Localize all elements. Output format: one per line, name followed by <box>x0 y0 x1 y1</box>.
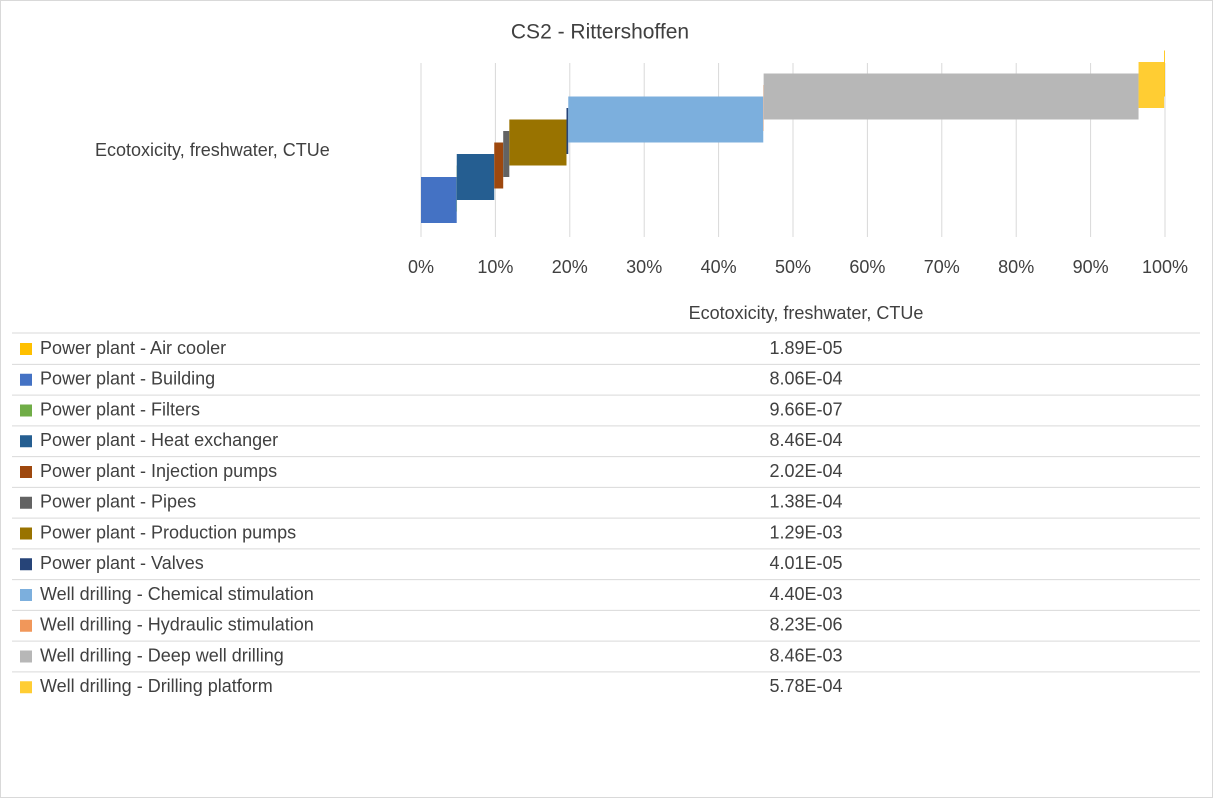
bar <box>503 131 510 177</box>
x-tick-label: 70% <box>924 257 960 277</box>
legend-swatch <box>20 404 32 417</box>
x-tick-label: 20% <box>552 257 588 277</box>
legend-label: Power plant - Heat exchanger <box>40 430 278 450</box>
legend-label: Power plant - Air cooler <box>40 338 226 358</box>
x-tick-label: 50% <box>775 257 811 277</box>
table-value: 4.40E-03 <box>769 584 842 604</box>
legend-swatch <box>20 589 32 601</box>
table-value: 2.02E-04 <box>769 461 842 481</box>
legend-swatch <box>20 527 32 540</box>
legend-label: Power plant - Pipes <box>40 492 196 512</box>
x-tick-label: 40% <box>701 257 737 277</box>
x-tick-label: 80% <box>998 257 1034 277</box>
table-value: 1.38E-04 <box>769 492 842 512</box>
table-value: 9.66E-07 <box>769 399 842 419</box>
legend-swatch <box>20 650 32 663</box>
table-value: 4.01E-05 <box>769 553 842 573</box>
table-value: 8.06E-04 <box>769 369 842 389</box>
legend-label: Power plant - Production pumps <box>40 522 296 542</box>
legend-label: Power plant - Injection pumps <box>40 461 277 481</box>
legend-label: Well drilling - Chemical stimulation <box>40 584 314 604</box>
table-value: 8.23E-06 <box>769 615 842 635</box>
table-value: 1.29E-03 <box>769 522 842 542</box>
table-value: 5.78E-04 <box>769 676 842 696</box>
bar <box>1164 50 1165 97</box>
x-tick-label: 90% <box>1073 257 1109 277</box>
table-value: 8.46E-03 <box>769 645 842 665</box>
bar <box>566 108 569 154</box>
x-tick-label: 0% <box>408 257 434 277</box>
bar <box>568 96 764 143</box>
table-value: 1.89E-05 <box>769 338 842 358</box>
bar <box>494 142 504 189</box>
legend-swatch <box>20 466 32 478</box>
legend-label: Well drilling - Hydraulic stimulation <box>40 615 314 635</box>
bar <box>456 154 495 200</box>
legend-label: Well drilling - Drilling platform <box>40 676 273 696</box>
x-tick-label: 30% <box>626 257 662 277</box>
bar <box>509 119 567 166</box>
legend-swatch <box>20 373 32 386</box>
category-label: Ecotoxicity, freshwater, CTUe <box>95 140 330 160</box>
x-tick-label: 60% <box>849 257 885 277</box>
legend-swatch <box>20 619 32 632</box>
table-header: Ecotoxicity, freshwater, CTUe <box>689 303 924 323</box>
legend-swatch <box>20 681 32 694</box>
x-tick-label: 10% <box>477 257 513 277</box>
legend-swatch <box>20 558 32 571</box>
x-tick-label: 100% <box>1142 257 1188 277</box>
legend-label: Power plant - Building <box>40 369 215 389</box>
legend-label: Power plant - Valves <box>40 553 204 573</box>
chart-title: CS2 - Rittershoffen <box>511 21 689 44</box>
bar <box>763 73 1139 120</box>
legend-label: Well drilling - Deep well drilling <box>40 645 284 665</box>
legend-swatch <box>20 496 32 509</box>
legend-swatch <box>20 343 32 355</box>
legend-swatch <box>20 435 32 448</box>
bar <box>1138 62 1165 108</box>
table-value: 8.46E-04 <box>769 430 842 450</box>
legend-label: Power plant - Filters <box>40 399 200 419</box>
bar <box>421 177 457 223</box>
